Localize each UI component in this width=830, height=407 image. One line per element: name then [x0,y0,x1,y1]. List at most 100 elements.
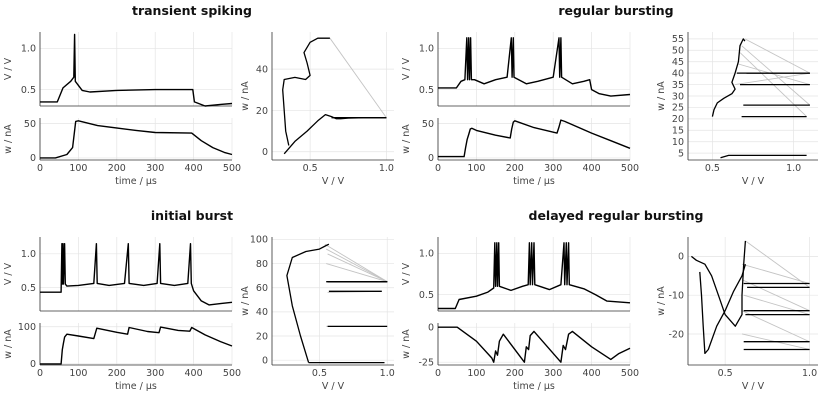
phase-reset-line [326,263,388,283]
y-tick-label: 0 [678,252,684,263]
phase-reset-line [744,38,811,74]
y-tick-label: 55 [672,34,684,45]
y-tick-label: 0 [30,359,36,370]
phase-reset-line [741,45,811,106]
x-tick-label: 300 [544,368,562,379]
x-tick-label: 1.0 [379,163,394,174]
y-tick-label: 1.0 [21,249,36,260]
phase-x-axis-label: V / V [322,381,345,392]
voltage-trace [40,243,233,306]
w-axis-label: w / nA [401,329,412,359]
phase-plane-plot: 0.5 1.0 0 20 40 w / nA V / V [240,32,394,187]
x-tick-label: 0 [435,163,441,174]
y-tick-label: 0 [262,147,268,158]
phase-y-axis-label: w / nA [656,81,667,111]
phase-reset-line [745,240,810,288]
y-tick-label: 100 [18,322,36,333]
voltage-plot: 0.5 1.0 V / V [3,32,233,107]
w-axis-label: w / nA [3,124,14,154]
phase-trajectory [286,243,330,363]
y-tick-label: 30 [672,91,684,102]
chart-title: transient spiking [132,3,252,18]
y-tick-label: 0 [30,153,36,164]
chart-title: regular bursting [558,3,673,18]
chart-panel-4: delayed regular bursting 0.5 1.0 V / V 0 100 2… [401,208,818,392]
y-tick-label: 20 [672,114,684,125]
y-tick-label: 40 [672,68,684,79]
w-axis-label: w / nA [3,329,14,359]
x-tick-label: 400 [583,163,601,174]
phase-x-axis-label: V / V [322,176,345,187]
y-tick-label: 50 [422,119,434,130]
x-tick-label: 300 [146,368,164,379]
phase-plane-plot: 0.5 1.0 -20 -10 0 w / nA V / V [656,237,818,392]
phase-y-axis-label: w / nA [240,81,251,111]
x-tick-label: 1.0 [802,368,817,379]
y-tick-label: 0 [262,355,268,366]
chart-title: initial burst [151,208,233,223]
chart-title: delayed regular bursting [529,208,704,223]
y-tick-label: 60 [256,283,268,294]
x-tick-label: 500 [223,368,241,379]
phase-reset-line [326,248,388,283]
x-tick-label: 1.0 [786,163,801,174]
y-tick-label: 40 [256,307,268,318]
adaptation-trace [438,326,631,363]
x-tick-label: 100 [69,163,87,174]
x-tick-label: 1.0 [380,368,395,379]
x-tick-label: 0.5 [303,163,318,174]
y-tick-label: 25 [672,103,684,114]
x-tick-label: 200 [506,368,524,379]
phase-reset-line [329,37,387,118]
x-tick-label: 200 [108,368,126,379]
x-tick-label: 0 [435,368,441,379]
y-tick-label: -25 [418,358,434,369]
y-tick-label: 1.0 [419,44,434,55]
x-tick-label: 0.5 [705,163,720,174]
x-tick-label: 0 [37,163,43,174]
time-axis-label: time / µs [513,176,555,187]
x-tick-label: 500 [621,163,639,174]
y-tick-label: 50 [672,46,684,57]
y-tick-label: 0 [428,153,434,164]
x-tick-label: 400 [583,368,601,379]
phase-y-axis-label: w / nA [240,286,251,316]
x-tick-label: 400 [185,163,203,174]
y-tick-label: 35 [672,80,684,91]
phase-trajectory [720,154,807,159]
x-tick-label: 0.5 [312,368,327,379]
phase-trajectory [711,38,746,117]
phase-reset-line [741,279,810,312]
phase-reset-line [741,310,810,343]
y-tick-label: 0.5 [419,290,434,301]
voltage-trace [40,33,233,107]
v-axis-label: V / V [3,262,14,285]
adaptation-trace [40,120,233,159]
phase-reset-line [743,294,810,316]
y-tick-label: 50 [24,119,36,130]
time-axis-label: time / µs [115,176,157,187]
voltage-plot: 0.5 1.0 V / V [401,237,631,312]
phase-trajectory [283,113,387,155]
x-tick-label: 0.5 [718,368,733,379]
x-tick-label: 100 [69,368,87,379]
phase-trajectory [691,240,747,327]
phase-y-axis-label: w / nA [656,286,667,316]
x-tick-label: 200 [506,163,524,174]
phase-trajectory [282,37,330,146]
y-tick-label: 0 [428,323,434,334]
phase-reset-line [735,72,810,86]
adaptation-trace [438,119,631,158]
voltage-trace [438,37,631,97]
voltage-plot: 0.5 1.0 V / V [3,237,233,312]
x-tick-label: 400 [185,368,203,379]
y-tick-label: 1.0 [21,44,36,55]
y-tick-label: 40 [256,64,268,75]
x-tick-label: 300 [544,163,562,174]
adaptation-plot: 0 100 200 300 400 500 0 50 w / nA time / µs [401,118,639,187]
phase-plane-plot: 0.5 1.0 0 20 40 60 80 100 w / nA V / V [240,235,395,392]
w-axis-label: w / nA [401,124,412,154]
